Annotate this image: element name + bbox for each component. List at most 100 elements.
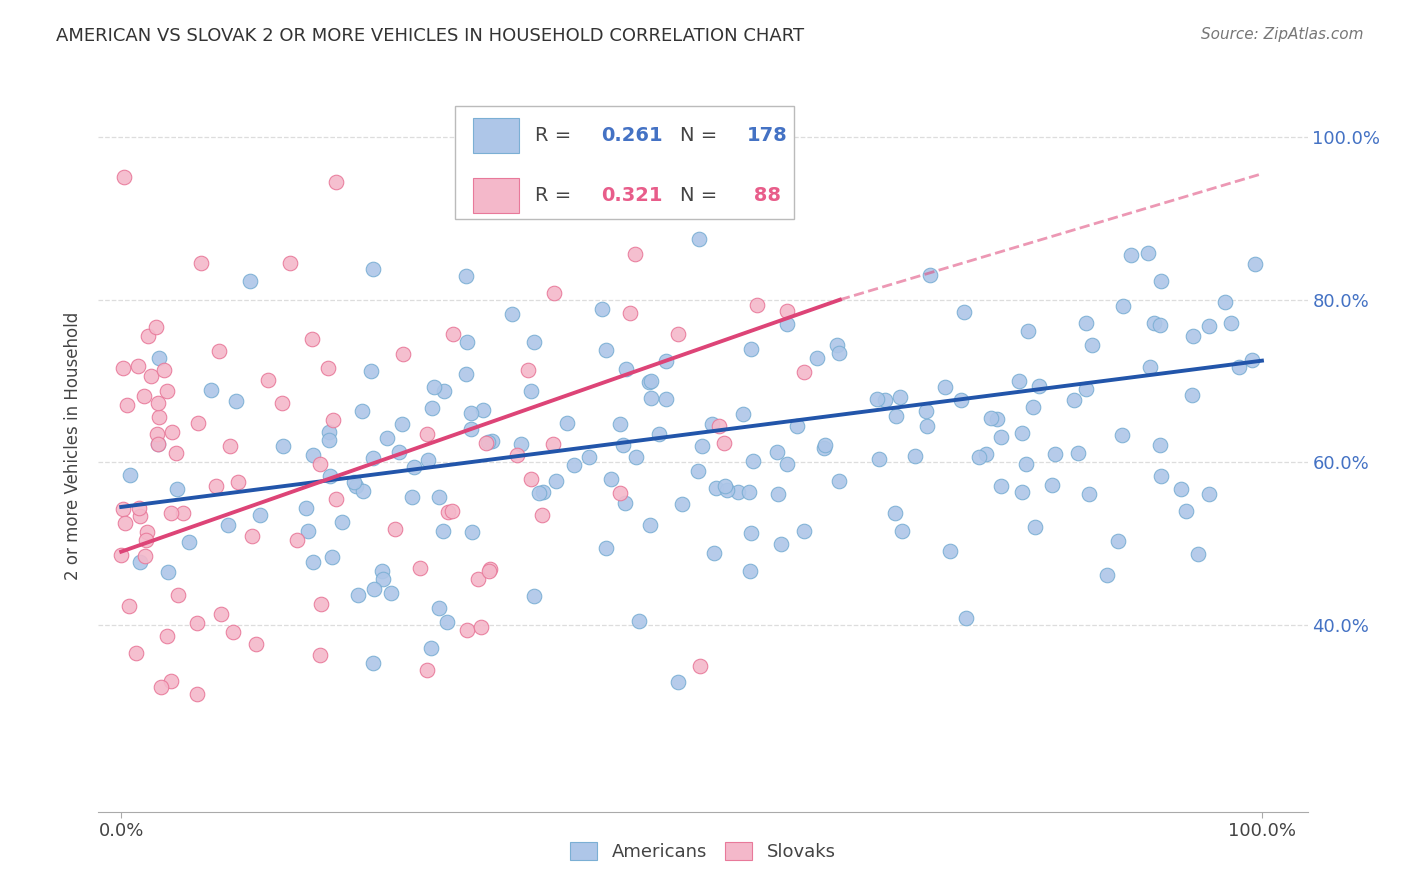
Point xyxy=(1095,567,1118,582)
Point xyxy=(325,492,347,507)
Point xyxy=(704,481,727,495)
Point xyxy=(716,483,738,498)
Point xyxy=(481,434,503,448)
Point xyxy=(125,646,148,660)
Point xyxy=(427,490,450,504)
Point xyxy=(156,384,179,398)
Point xyxy=(454,269,477,284)
Point xyxy=(160,507,183,521)
Point xyxy=(773,143,796,157)
Point xyxy=(110,548,132,562)
Point xyxy=(980,411,1002,425)
Point xyxy=(1149,318,1171,332)
Point xyxy=(745,298,768,312)
Point xyxy=(986,412,1008,426)
Point xyxy=(1011,484,1033,499)
Point xyxy=(655,392,678,406)
Point xyxy=(419,641,441,656)
Point xyxy=(271,439,294,453)
Point xyxy=(204,479,226,493)
Point xyxy=(934,380,956,394)
Point xyxy=(627,614,650,628)
Point xyxy=(134,549,156,564)
Point xyxy=(285,533,308,547)
Point xyxy=(456,335,478,350)
Point xyxy=(1219,316,1241,330)
Point xyxy=(523,589,546,603)
Point xyxy=(727,485,749,500)
Point xyxy=(733,407,755,421)
Point xyxy=(401,490,423,504)
Point xyxy=(555,417,578,431)
Point xyxy=(209,607,232,621)
Point xyxy=(825,338,848,352)
Point xyxy=(827,346,849,360)
Point xyxy=(467,572,489,586)
Text: 178: 178 xyxy=(747,126,787,145)
Point xyxy=(249,508,271,522)
Point xyxy=(1170,482,1192,496)
Point xyxy=(190,256,212,270)
Point xyxy=(531,484,554,499)
Point xyxy=(361,451,384,466)
Point xyxy=(440,504,463,518)
Point xyxy=(136,524,159,539)
Point xyxy=(1139,359,1161,374)
Point xyxy=(388,444,411,458)
Point xyxy=(740,525,762,540)
Point xyxy=(769,537,792,551)
Point xyxy=(200,383,222,397)
Point xyxy=(793,524,815,538)
Point xyxy=(742,454,765,468)
Point xyxy=(363,582,385,596)
Point xyxy=(1143,316,1166,330)
Point xyxy=(245,637,267,651)
Point xyxy=(118,599,141,614)
Point xyxy=(953,305,976,319)
Point xyxy=(416,453,439,467)
Point xyxy=(714,478,737,492)
Point xyxy=(118,467,141,482)
Point xyxy=(692,439,714,453)
Point xyxy=(145,427,167,442)
Point xyxy=(146,436,169,450)
Bar xyxy=(456,106,793,219)
Point xyxy=(713,436,735,450)
Point xyxy=(709,419,731,434)
Point xyxy=(325,175,347,189)
Point xyxy=(1150,274,1173,288)
Point xyxy=(460,406,482,420)
Point xyxy=(441,326,464,341)
Point xyxy=(139,369,162,384)
Point xyxy=(478,564,501,578)
Point xyxy=(1198,318,1220,333)
Point xyxy=(309,648,332,662)
Point xyxy=(703,546,725,560)
Point xyxy=(456,623,478,637)
Point xyxy=(609,417,631,431)
Point xyxy=(612,438,634,452)
Point xyxy=(915,404,938,418)
Point xyxy=(786,418,808,433)
Point xyxy=(974,447,997,461)
Point xyxy=(501,307,523,321)
Point xyxy=(112,170,135,185)
Point xyxy=(648,426,671,441)
Point xyxy=(432,524,454,539)
Point xyxy=(950,393,973,408)
Point xyxy=(666,326,689,341)
Point xyxy=(614,361,637,376)
Point xyxy=(471,402,494,417)
Point xyxy=(380,586,402,600)
Point xyxy=(166,482,188,496)
Point xyxy=(187,416,209,430)
Point xyxy=(384,522,406,536)
Point xyxy=(148,410,170,425)
Point xyxy=(318,433,340,447)
Point xyxy=(619,306,641,320)
Point xyxy=(135,533,157,548)
Point xyxy=(156,565,179,579)
Point xyxy=(920,268,942,282)
Point xyxy=(474,436,496,450)
Point xyxy=(990,479,1012,493)
